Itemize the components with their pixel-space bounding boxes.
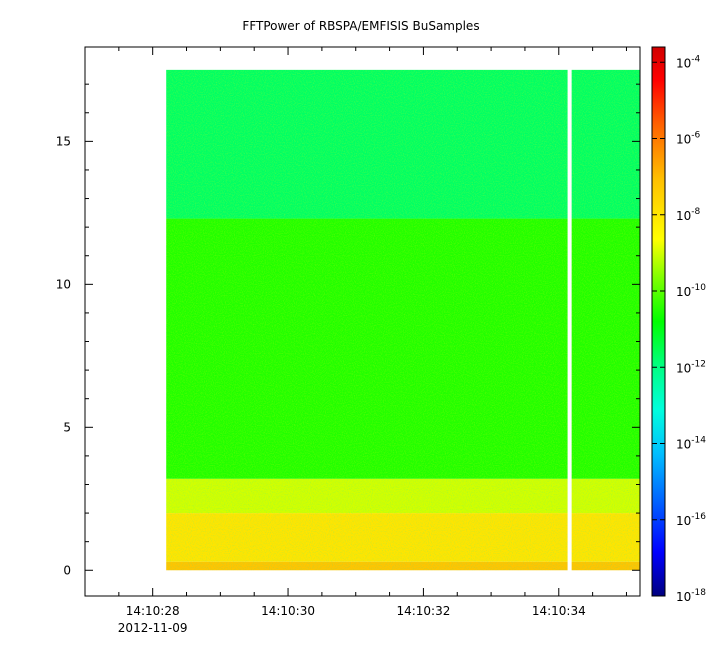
colorbar: 10-4 10-6 10-8 10-10 10-12 10-14 10-16 10-18 (651, 46, 706, 604)
colorbar-ticks: 10-4 10-6 10-8 10-10 10-12 10-14 10-16 10-18 (652, 54, 706, 604)
y-tick-label: 5 (63, 420, 71, 434)
x-tick-label: 14:10:30 (261, 604, 315, 618)
colorbar-tick-label: 10-18 (676, 588, 706, 604)
colorbar-tick-label: 10-4 (676, 54, 701, 70)
y-tick-label: 0 (63, 563, 71, 577)
chart-title-group: FFTPower of RBSPA/EMFISIS BuSamples (242, 19, 479, 33)
x-tick-label: 14:10:28 (126, 604, 180, 618)
x-date-label: 2012-11-09 (118, 621, 188, 635)
spectrum-band-texture (166, 218, 640, 479)
colorbar-tick-label: 10-12 (676, 359, 706, 375)
x-tick-label: 14:10:32 (396, 604, 450, 618)
plot-frame (84, 46, 641, 597)
spectrum-band-texture (166, 69, 640, 219)
spectrum-noise (166, 69, 640, 571)
colorbar-tick-label: 10-16 (676, 512, 706, 528)
y-tick-label: 10 (56, 277, 71, 291)
spectrum-band-texture (166, 513, 640, 562)
spectrum-band-texture (166, 561, 640, 571)
colorbar-tick-label: 10-14 (676, 436, 706, 452)
colorbar-tick-label: 10-6 (676, 131, 701, 147)
x-tick-label: 14:10:34 (532, 604, 586, 618)
chart-title: FFTPower of RBSPA/EMFISIS BuSamples (242, 19, 479, 33)
spectrum-band-texture (166, 478, 640, 514)
y-axis: 0 5 10 15 (56, 83, 640, 577)
x-axis: 14:10:28 14:10:30 14:10:32 14:10:34 (118, 47, 627, 618)
colorbar-ramp (651, 46, 666, 597)
colorbar-tick-label: 10-10 (676, 283, 706, 299)
y-tick-label: 15 (56, 134, 71, 148)
plot-area (84, 46, 641, 597)
colorbar-tick-label: 10-8 (676, 207, 701, 223)
data-gap (567, 68, 572, 572)
